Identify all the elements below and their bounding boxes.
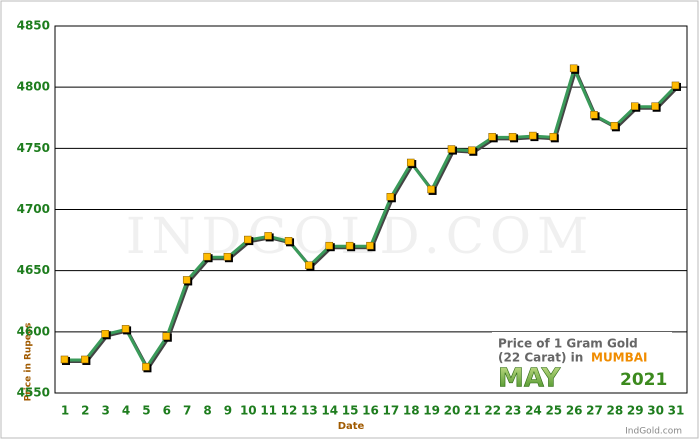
y-tick-label: 4550 — [17, 386, 50, 400]
marker — [345, 241, 354, 250]
marker — [182, 276, 191, 284]
x-tick-label: 24 — [525, 404, 542, 418]
y-axis-title: Price in Rupees — [24, 323, 34, 402]
marker — [142, 363, 150, 371]
marker — [60, 355, 69, 364]
annotation-bg — [492, 332, 672, 392]
annotation-line: (22 Carat) in — [498, 351, 583, 365]
x-tick-label: 16 — [362, 404, 379, 418]
marker — [447, 145, 456, 153]
x-tick-label: 5 — [142, 404, 150, 418]
marker — [244, 235, 252, 244]
y-tick-label: 4650 — [17, 263, 50, 277]
y-tick-label: 4700 — [17, 202, 50, 216]
x-tick-label: 9 — [224, 404, 232, 418]
marker — [590, 111, 598, 119]
x-tick-label: 12 — [281, 404, 298, 418]
marker — [406, 158, 415, 167]
marker — [223, 252, 232, 261]
marker — [81, 355, 89, 364]
marker — [631, 102, 639, 110]
marker — [651, 102, 659, 110]
marker — [386, 193, 395, 201]
x-tick-label: 17 — [383, 404, 400, 418]
marker — [549, 133, 558, 141]
x-tick-label: 21 — [464, 404, 481, 418]
annotation-month: MAY — [498, 364, 562, 394]
marker — [610, 122, 619, 130]
marker — [366, 241, 374, 250]
marker — [203, 252, 211, 261]
y-tick-label: 4850 — [17, 19, 50, 33]
marker — [671, 81, 680, 90]
marker — [264, 232, 272, 240]
credit: IndGold.com — [625, 427, 682, 437]
x-tick-label: 3 — [102, 404, 110, 418]
annotation-box: Price of 1 Gram Gold (22 Carat) in MUMBA… — [492, 332, 672, 394]
y-tick-label: 4800 — [17, 80, 50, 94]
marks — [60, 64, 681, 373]
annotation-year: 2021 — [620, 370, 667, 390]
x-tick-label: 2 — [81, 404, 89, 418]
x-tick-label: 8 — [203, 404, 211, 418]
annotation-line: Price of 1 Gram Gold — [498, 337, 638, 351]
x-tick-label: 18 — [403, 404, 420, 418]
marker — [427, 185, 435, 194]
x-tick-label: 4 — [122, 404, 130, 418]
x-tick-label: 27 — [586, 404, 603, 418]
x-tick-label: 1 — [61, 404, 69, 418]
grid — [55, 25, 687, 394]
marker — [325, 241, 334, 250]
x-tick-label: 19 — [423, 404, 440, 418]
x-tick-label: 29 — [627, 404, 644, 418]
marker — [121, 325, 130, 333]
y-tick-label: 4600 — [17, 324, 50, 338]
marker — [529, 131, 537, 140]
marker — [468, 146, 476, 155]
marker — [508, 133, 517, 141]
x-tick-label: 10 — [240, 404, 257, 418]
x-tick-label: 30 — [647, 404, 664, 418]
x-tick-label: 22 — [484, 404, 501, 418]
x-tick-label: 25 — [545, 404, 562, 418]
x-tick-label: 31 — [668, 404, 685, 418]
x-tick-label: 15 — [342, 404, 359, 418]
x-tick-label: 7 — [183, 404, 191, 418]
marker — [488, 133, 496, 141]
watermark: IndGold.com — [126, 207, 594, 265]
x-tick-label: 26 — [566, 404, 583, 418]
annotation-city: MUMBAI — [591, 351, 648, 365]
marker — [569, 64, 578, 73]
marker — [162, 332, 171, 340]
marker — [101, 330, 109, 338]
marker — [284, 237, 293, 245]
x-axis-title: Date — [338, 421, 365, 432]
marker — [305, 261, 313, 270]
x-tick-label: 28 — [607, 404, 624, 418]
x-tick-label: 13 — [301, 404, 318, 418]
y-tick-label: 4750 — [17, 141, 50, 155]
x-tick-label: 20 — [444, 404, 461, 418]
x-tick-label: 11 — [260, 404, 277, 418]
x-tick-label: 23 — [505, 404, 522, 418]
x-tick-label: 14 — [321, 404, 338, 418]
x-tick-label: 6 — [163, 404, 171, 418]
